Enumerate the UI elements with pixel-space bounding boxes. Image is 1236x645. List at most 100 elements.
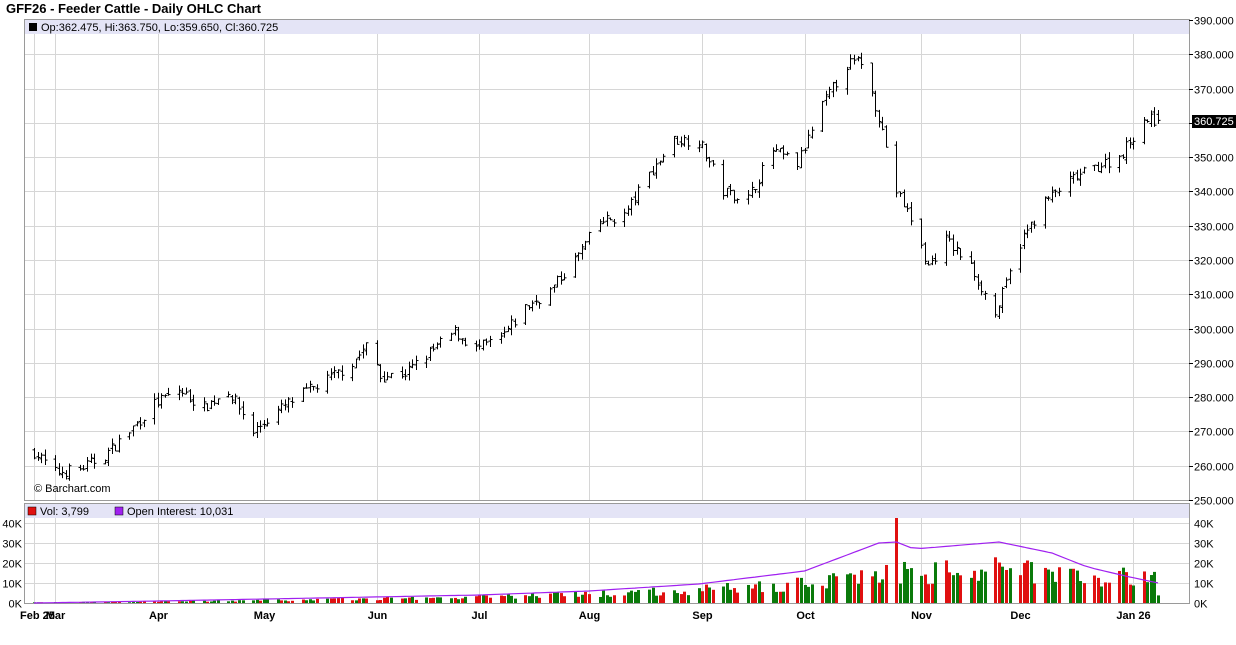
ohlc-bar bbox=[601, 216, 606, 225]
ohlc-bar bbox=[979, 280, 984, 296]
volume-bar bbox=[1108, 582, 1111, 603]
ohlc-bar bbox=[523, 304, 528, 325]
ohlc-bar bbox=[654, 158, 659, 179]
ohlc-bar bbox=[997, 305, 1002, 320]
ohlc-bar bbox=[276, 405, 281, 425]
volume-bar bbox=[185, 601, 188, 603]
ohlc-bar bbox=[778, 147, 783, 153]
ohlc-bar bbox=[1103, 153, 1108, 169]
volume-bar bbox=[874, 571, 877, 603]
ohlc-bar bbox=[976, 273, 981, 290]
volume-bar bbox=[609, 596, 612, 603]
volume-bar bbox=[648, 589, 651, 603]
volume-bar bbox=[415, 599, 418, 603]
volume-bar bbox=[761, 592, 764, 603]
ohlc-bar bbox=[1152, 107, 1157, 127]
ohlc-bar bbox=[580, 243, 585, 260]
ohlc-bar bbox=[382, 371, 387, 383]
ohlc-bar bbox=[785, 151, 790, 156]
volume-bar bbox=[563, 596, 566, 603]
volume-bar bbox=[1104, 582, 1107, 603]
volume-y-tick-label-left: 30K bbox=[2, 539, 22, 551]
ohlc-bar bbox=[573, 252, 578, 278]
ohlc-bar bbox=[89, 453, 94, 463]
x-tick-label: Aug bbox=[579, 610, 600, 622]
volume-bar bbox=[602, 590, 605, 603]
volume-bar bbox=[984, 571, 987, 603]
volume-bar bbox=[302, 599, 305, 603]
volume-bar bbox=[627, 592, 630, 603]
ohlc-bar bbox=[32, 448, 37, 460]
watermark: © Barchart.com bbox=[34, 483, 111, 495]
volume-y-tick-label-right: 0K bbox=[1194, 599, 1208, 611]
volume-bar bbox=[1019, 575, 1022, 603]
x-tick-label: May bbox=[254, 610, 276, 622]
ohlc-bar bbox=[1149, 110, 1154, 127]
ohlc-bar bbox=[806, 129, 811, 149]
volume-bar bbox=[1097, 577, 1100, 603]
y-tick-label: 260.000 bbox=[1194, 462, 1234, 474]
ohlc-bar bbox=[226, 391, 231, 398]
ohlc-bar bbox=[103, 459, 108, 465]
ohlc-bar bbox=[361, 344, 366, 359]
last-price-marker bbox=[1192, 115, 1236, 128]
volume-bar bbox=[927, 584, 930, 603]
ohlc-bar bbox=[216, 398, 221, 406]
volume-bar bbox=[584, 591, 587, 603]
volume-bar bbox=[503, 596, 506, 603]
ohlc-bar bbox=[647, 171, 652, 189]
volume-bar bbox=[535, 596, 538, 603]
x-tick-label: Sep bbox=[692, 610, 712, 622]
volume-bar bbox=[514, 598, 517, 603]
volume-y-tick-label-left: 20K bbox=[2, 559, 22, 571]
volume-bar bbox=[807, 586, 810, 603]
volume-bar bbox=[114, 601, 117, 603]
volume-y-tick-label-left: 40K bbox=[2, 519, 22, 531]
ohlc-bar bbox=[233, 393, 238, 405]
ohlc-bar bbox=[389, 372, 394, 379]
volume-bar bbox=[906, 568, 909, 603]
ohlc-bar bbox=[605, 211, 610, 227]
volume-bar bbox=[464, 596, 467, 603]
ohlc-bar bbox=[1046, 196, 1051, 201]
y-tick-label: 390.000 bbox=[1194, 16, 1234, 28]
ohlc-bar bbox=[548, 287, 553, 306]
volume-bar bbox=[139, 601, 142, 603]
volume-bar bbox=[549, 593, 552, 603]
ohlc-bar bbox=[403, 369, 408, 381]
volume-bar bbox=[581, 594, 584, 603]
ohlc-bar bbox=[1050, 186, 1055, 203]
volume-bar bbox=[662, 592, 665, 603]
ohlc-bar bbox=[1008, 268, 1013, 285]
ohlc-bar bbox=[188, 389, 193, 403]
ohlc-bar bbox=[562, 273, 567, 281]
price-legend-swatch bbox=[29, 23, 37, 31]
ohlc-bar bbox=[583, 240, 588, 251]
ohlc-bar bbox=[750, 181, 755, 198]
ohlc-bar bbox=[262, 419, 267, 430]
volume-bar bbox=[1132, 585, 1135, 603]
ohlc-bar bbox=[308, 380, 313, 393]
volume-bar bbox=[736, 592, 739, 603]
ohlc-bar bbox=[484, 338, 489, 346]
volume-bar bbox=[277, 599, 280, 603]
volume-bar bbox=[903, 561, 906, 603]
volume-bar bbox=[948, 572, 951, 603]
volume-bar bbox=[107, 602, 110, 603]
y-tick-label: 320.000 bbox=[1194, 256, 1234, 268]
ohlc-bar bbox=[502, 326, 507, 338]
volume-bar bbox=[439, 597, 442, 603]
x-tick-label: Mar bbox=[46, 610, 66, 622]
volume-bar bbox=[821, 585, 824, 603]
ohlc-bar bbox=[633, 191, 638, 206]
volume-bar bbox=[652, 587, 655, 603]
volume-bar bbox=[588, 594, 591, 603]
volume-bar bbox=[673, 590, 676, 603]
ohlc-bar bbox=[820, 100, 825, 133]
ohlc-bar bbox=[212, 395, 217, 406]
ohlc-bar bbox=[576, 252, 581, 262]
ohlc-bar bbox=[191, 394, 196, 411]
volume-bar bbox=[811, 584, 814, 603]
volume-bar bbox=[729, 589, 732, 603]
